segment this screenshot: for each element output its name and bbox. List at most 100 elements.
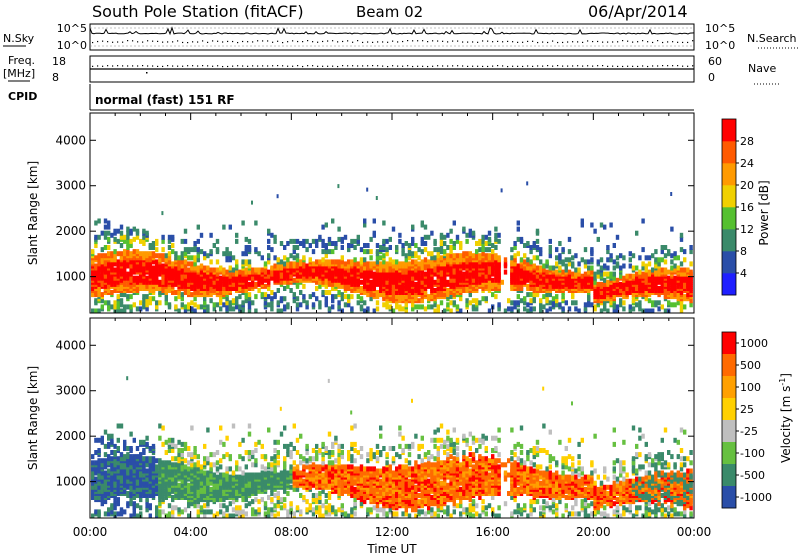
heatmap-cell bbox=[667, 286, 671, 291]
heatmap-cell bbox=[430, 304, 434, 310]
heatmap-cell bbox=[523, 296, 527, 302]
heatmap-cell bbox=[651, 281, 655, 287]
heatmap-cell bbox=[228, 454, 232, 460]
heatmap-cell bbox=[484, 261, 488, 267]
heatmap-cell bbox=[529, 306, 533, 312]
heatmap-cell bbox=[164, 480, 168, 486]
heatmap-cell bbox=[481, 251, 485, 257]
heatmap-cell bbox=[523, 253, 527, 259]
heatmap-cell bbox=[622, 263, 626, 269]
heatmap-cell bbox=[385, 273, 389, 279]
noise-search-dot bbox=[352, 41, 354, 43]
heatmap-cell bbox=[347, 247, 351, 253]
noise-search-dot bbox=[632, 41, 634, 43]
noise-search-dot bbox=[387, 41, 389, 43]
heatmap-cell bbox=[283, 462, 287, 468]
heatmap-cell bbox=[155, 468, 159, 474]
heatmap-cell bbox=[676, 300, 680, 306]
heatmap-cell bbox=[462, 251, 466, 257]
heatmap-cell bbox=[158, 513, 162, 519]
heatmap-cell bbox=[273, 277, 277, 283]
heatmap-cell bbox=[155, 304, 159, 310]
heatmap-cell bbox=[388, 257, 392, 263]
heatmap-cell bbox=[382, 245, 386, 250]
nave-dot bbox=[232, 65, 234, 67]
heatmap-cell bbox=[225, 251, 229, 257]
heatmap-cell bbox=[295, 273, 300, 279]
heatmap-cell bbox=[663, 245, 668, 250]
heatmap-cell bbox=[231, 267, 236, 273]
heatmap-cell bbox=[302, 283, 306, 289]
heatmap-cell bbox=[471, 271, 476, 277]
heatmap-cell bbox=[532, 292, 536, 298]
heatmap-cell bbox=[603, 224, 607, 230]
heatmap-cell bbox=[590, 302, 594, 308]
heatmap-cell bbox=[555, 294, 559, 300]
heatmap-cell bbox=[142, 294, 146, 300]
heatmap-cell bbox=[443, 249, 447, 255]
nave-dot bbox=[527, 65, 529, 67]
heatmap-cell bbox=[686, 292, 690, 298]
heatmap-cell bbox=[107, 220, 111, 226]
heatmap-cell bbox=[187, 466, 191, 472]
noise-search-dot bbox=[417, 40, 419, 42]
heatmap-cell bbox=[100, 458, 104, 464]
heatmap-cell bbox=[526, 283, 530, 289]
heatmap-cell bbox=[286, 261, 290, 267]
heatmap-cell bbox=[299, 259, 303, 265]
noise-search-dot bbox=[197, 41, 199, 43]
heatmap-cell bbox=[183, 238, 188, 244]
heatmap-cell bbox=[411, 306, 415, 312]
heatmap-cell bbox=[203, 271, 207, 277]
nave-dot bbox=[647, 65, 649, 68]
noise-search-dot bbox=[277, 40, 279, 42]
heatmap-cell bbox=[529, 273, 533, 279]
heatmap-cell bbox=[491, 277, 495, 283]
heatmap-cell bbox=[145, 251, 149, 257]
heatmap-cell bbox=[123, 446, 127, 451]
nave-dot bbox=[252, 65, 254, 67]
heatmap-cell bbox=[222, 503, 226, 509]
heatmap-cell bbox=[251, 484, 255, 490]
heatmap-cell bbox=[142, 238, 146, 244]
heatmap-cell bbox=[644, 271, 648, 277]
heatmap-cell bbox=[599, 308, 604, 314]
heatmap-cell bbox=[97, 286, 101, 291]
heatmap-cell bbox=[244, 249, 248, 255]
noise-search-dot bbox=[532, 40, 534, 42]
nave-dot bbox=[177, 65, 179, 67]
heatmap-cell bbox=[135, 234, 140, 240]
heatmap-cell bbox=[411, 281, 415, 287]
heatmap-cell bbox=[241, 300, 245, 306]
heatmap-cell bbox=[337, 236, 341, 242]
heatmap-cell bbox=[494, 245, 498, 250]
heatmap-cell bbox=[142, 234, 146, 240]
heatmap-cell bbox=[148, 472, 152, 478]
heatmap-cell bbox=[180, 292, 184, 298]
heatmap-cell bbox=[142, 261, 146, 267]
heatmap-cell bbox=[113, 450, 117, 455]
heatmap-cell bbox=[635, 286, 639, 291]
heatmap-cell bbox=[167, 464, 172, 470]
heatmap-cell bbox=[593, 288, 597, 293]
noise-search-dot bbox=[687, 41, 689, 44]
heatmap-cell bbox=[625, 281, 629, 287]
heatmap-cell bbox=[270, 507, 274, 513]
heatmap-cell bbox=[126, 275, 130, 281]
heatmap-cell bbox=[238, 304, 242, 310]
nave-dot bbox=[146, 72, 148, 74]
heatmap-cell bbox=[203, 308, 207, 314]
heatmap-cell bbox=[548, 300, 552, 306]
heatmap-cell bbox=[97, 484, 101, 490]
heatmap-cell bbox=[340, 296, 344, 302]
heatmap-cell bbox=[107, 245, 111, 250]
heatmap-cell bbox=[305, 247, 309, 253]
heatmap-cell bbox=[580, 273, 584, 279]
heatmap-cell bbox=[612, 243, 616, 248]
heatmap-cell bbox=[331, 241, 335, 246]
heatmap-cell bbox=[427, 271, 431, 277]
heatmap-cell bbox=[286, 257, 290, 263]
heatmap-cell bbox=[385, 300, 389, 306]
heatmap-cell bbox=[433, 265, 437, 271]
heatmap-cell bbox=[225, 247, 229, 253]
